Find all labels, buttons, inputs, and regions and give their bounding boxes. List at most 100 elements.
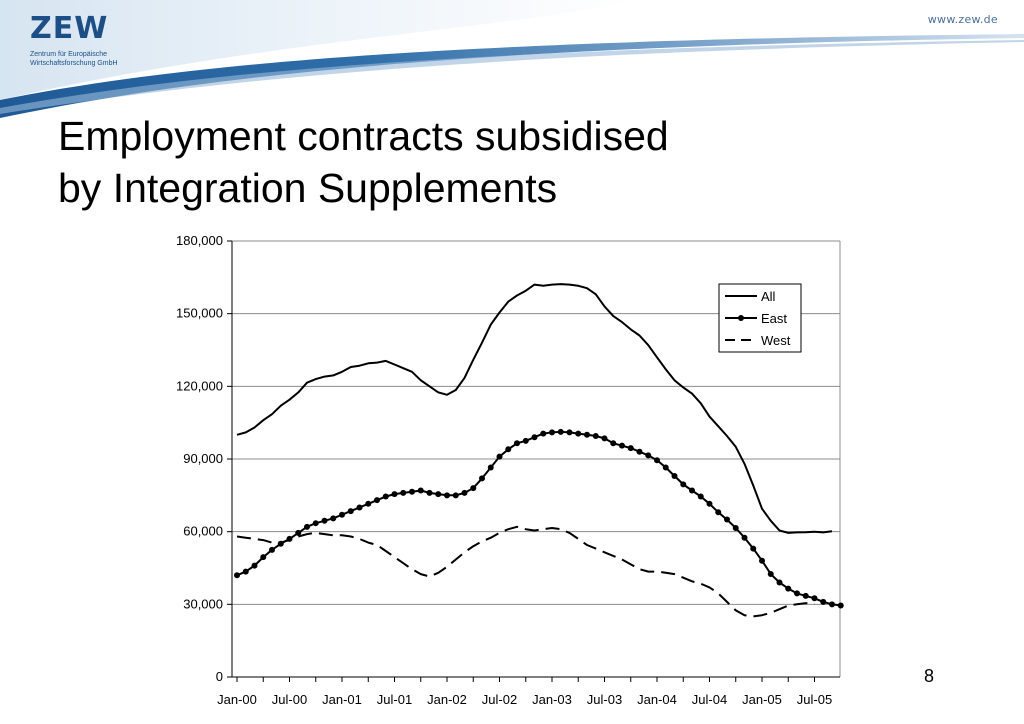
legend-label-west: West	[761, 333, 791, 348]
data-point-east	[680, 481, 687, 488]
data-point-east	[627, 445, 634, 452]
data-point-east	[496, 453, 503, 460]
data-point-east	[750, 545, 757, 552]
data-point-east	[234, 572, 240, 579]
logo-wordmark: ZEW	[30, 11, 109, 46]
data-point-east	[671, 472, 678, 479]
data-point-east	[557, 428, 564, 435]
data-point-east	[662, 464, 669, 471]
data-point-east	[706, 500, 713, 507]
data-point-east	[269, 546, 275, 553]
data-point-east	[575, 430, 582, 437]
data-point-east	[531, 434, 538, 441]
data-point-east	[347, 508, 354, 515]
logo-subtitle: Zentrum für Europäische Wirtschaftsforsc…	[30, 50, 118, 68]
y-tick-label: 120,000	[176, 378, 223, 393]
x-tick-label: Jul-04	[692, 692, 727, 707]
data-point-east	[645, 452, 652, 459]
data-point-east	[715, 509, 722, 516]
y-tick-label: 0	[216, 669, 223, 684]
data-point-east	[312, 520, 319, 527]
legend-label-all: All	[761, 289, 776, 304]
data-point-east	[444, 492, 450, 499]
data-point-east	[829, 601, 835, 608]
data-point-east	[251, 562, 258, 569]
data-point-east	[514, 440, 520, 447]
y-tick-label: 90,000	[183, 451, 223, 466]
x-tick-label: Jul-00	[272, 692, 307, 707]
data-point-east	[470, 485, 477, 492]
logo-subtitle-line2: Wirtschaftsforschung GmbH	[30, 60, 118, 67]
data-point-east	[759, 557, 765, 564]
data-point-east	[487, 464, 494, 471]
data-point-east	[636, 448, 643, 455]
slide-title-line2: by Integration Supplements	[58, 165, 558, 211]
data-point-east	[592, 432, 599, 439]
page-number: 8	[924, 666, 935, 686]
data-point-east	[741, 534, 748, 541]
data-point-east	[654, 457, 660, 464]
data-point-east	[435, 491, 442, 498]
data-point-east	[260, 554, 267, 561]
data-point-east	[776, 579, 783, 586]
data-point-east	[697, 493, 704, 500]
series-line-east	[236, 430, 841, 607]
data-point-east	[540, 430, 547, 437]
data-point-east	[820, 598, 827, 605]
x-tick-label: Jul-01	[377, 692, 412, 707]
data-point-east	[356, 504, 363, 511]
data-point-east	[461, 489, 468, 496]
legend-label-east: East	[761, 311, 787, 326]
data-point-east	[505, 446, 512, 453]
data-point-east	[811, 595, 818, 602]
data-point-east	[601, 435, 608, 442]
x-tick-label: Jan-05	[742, 692, 782, 707]
y-tick-label: 180,000	[176, 233, 223, 248]
data-point-east	[417, 487, 424, 494]
legend-marker-east	[738, 315, 744, 321]
data-point-east	[837, 602, 844, 609]
data-point-east	[295, 529, 302, 536]
x-tick-label: Jan-04	[637, 692, 677, 707]
data-point-east	[391, 491, 398, 498]
series-line-all	[236, 283, 833, 534]
data-point-east	[409, 488, 415, 495]
x-tick-label: Jul-03	[587, 692, 622, 707]
data-point-east	[400, 489, 407, 496]
data-point-east	[724, 516, 730, 523]
zew-logo[interactable]: ZEW Zentrum für Europäische Wirtschaftsf…	[30, 14, 118, 68]
logo-subtitle-line1: Zentrum für Europäische	[30, 51, 108, 58]
series-line-west	[236, 525, 815, 618]
y-tick-label: 30,000	[183, 596, 223, 611]
data-point-east	[330, 515, 337, 522]
data-point-east	[374, 497, 380, 504]
data-point-east	[584, 431, 590, 438]
website-url[interactable]: www.zew.de	[927, 13, 998, 26]
data-point-east	[339, 511, 345, 518]
data-point-east	[452, 492, 459, 499]
data-point-east	[689, 487, 695, 494]
data-point-east	[382, 493, 389, 500]
data-point-east	[610, 440, 617, 447]
y-tick-label: 60,000	[183, 524, 223, 539]
slide-title: Employment contracts subsidised by Integ…	[58, 110, 669, 214]
data-point-east	[479, 475, 485, 482]
x-tick-label: Jan-02	[427, 692, 467, 707]
data-point-east	[365, 500, 372, 507]
data-point-east	[549, 429, 555, 436]
x-tick-label: Jul-05	[797, 692, 832, 707]
data-point-east	[802, 592, 809, 599]
y-tick-label: 150,000	[176, 306, 223, 321]
x-tick-label: Jan-03	[532, 692, 572, 707]
data-point-east	[767, 571, 774, 578]
data-point-east	[242, 568, 249, 575]
data-point-east	[732, 525, 739, 532]
slide-title-line1: Employment contracts subsidised	[58, 113, 669, 159]
data-point-east	[426, 489, 433, 496]
data-point-east	[785, 585, 792, 592]
x-tick-label: Jan-00	[217, 692, 257, 707]
x-tick-label: Jul-02	[482, 692, 517, 707]
x-tick-label: Jan-01	[322, 692, 362, 707]
header-banner	[0, 0, 1024, 118]
